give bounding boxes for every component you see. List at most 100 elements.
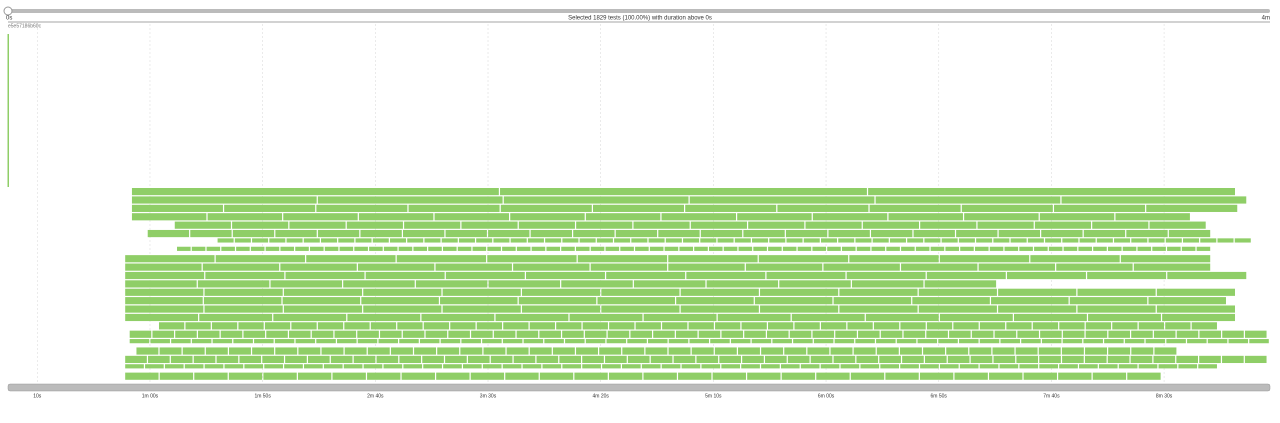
test-bar bbox=[856, 355, 879, 364]
test-bar bbox=[871, 246, 886, 251]
test-bar bbox=[946, 347, 969, 355]
test-bar bbox=[665, 238, 682, 243]
test-bar bbox=[234, 238, 251, 243]
test-bar bbox=[131, 213, 207, 221]
test-bar bbox=[1126, 229, 1168, 238]
test-bar bbox=[1199, 330, 1222, 338]
test-bar bbox=[365, 271, 445, 280]
test-bar bbox=[609, 322, 635, 330]
test-bar bbox=[522, 364, 542, 369]
test-bar bbox=[291, 322, 317, 330]
test-bar bbox=[772, 339, 792, 344]
test-bar bbox=[918, 288, 997, 296]
test-bar bbox=[691, 347, 714, 355]
test-bar bbox=[668, 339, 689, 344]
test-bar bbox=[397, 322, 423, 330]
test-bar bbox=[355, 238, 372, 243]
test-bar bbox=[285, 271, 365, 280]
test-bar bbox=[129, 339, 150, 344]
test-bar bbox=[1149, 221, 1206, 229]
test-bar bbox=[805, 221, 862, 229]
test-bar bbox=[939, 255, 1030, 263]
test-bar bbox=[285, 355, 307, 364]
test-bar bbox=[615, 229, 658, 238]
test-bar bbox=[1234, 238, 1251, 243]
test-bar bbox=[513, 355, 536, 364]
test-bar bbox=[1063, 246, 1078, 251]
test-bar bbox=[185, 322, 211, 330]
test-bar bbox=[734, 238, 751, 243]
test-bar bbox=[403, 229, 445, 238]
test-bar bbox=[1114, 238, 1131, 243]
test-bar bbox=[463, 364, 482, 369]
test-bar bbox=[633, 221, 690, 229]
test-bar bbox=[858, 330, 880, 338]
test-bar bbox=[421, 313, 495, 322]
test-bar bbox=[737, 213, 812, 221]
test-bar bbox=[606, 271, 686, 280]
test-bar bbox=[445, 229, 487, 238]
test-bar bbox=[1181, 246, 1196, 251]
test-bar bbox=[530, 229, 572, 238]
test-bar bbox=[1041, 229, 1083, 238]
test-bar bbox=[502, 339, 523, 344]
test-bar bbox=[978, 263, 1056, 271]
test-bar bbox=[437, 347, 460, 355]
range-slider[interactable] bbox=[8, 9, 1270, 13]
test-bar bbox=[849, 255, 939, 263]
test-bar bbox=[467, 355, 490, 364]
test-bar bbox=[835, 330, 857, 338]
test-bar bbox=[839, 288, 918, 296]
test-bar bbox=[926, 330, 948, 338]
test-bar bbox=[872, 238, 889, 243]
test-bar bbox=[601, 305, 680, 313]
test-bar bbox=[1013, 313, 1087, 322]
test-bar bbox=[304, 364, 323, 369]
test-bar bbox=[505, 372, 539, 380]
test-bar bbox=[354, 246, 368, 251]
test-bar bbox=[332, 372, 366, 380]
test-bar bbox=[949, 330, 971, 338]
test-bar bbox=[958, 238, 975, 243]
test-bar bbox=[1166, 339, 1186, 344]
test-bar bbox=[358, 213, 434, 221]
test-bar bbox=[954, 372, 988, 380]
test-bar bbox=[295, 246, 309, 251]
scrollbar[interactable] bbox=[7, 383, 1271, 392]
test-bar bbox=[303, 238, 320, 243]
test-bar bbox=[323, 364, 343, 369]
test-bar bbox=[380, 330, 402, 338]
test-bar bbox=[689, 339, 710, 344]
test-bar bbox=[252, 347, 275, 355]
test-bar bbox=[960, 246, 974, 251]
test-bar bbox=[525, 271, 605, 280]
test-bar bbox=[527, 238, 544, 243]
test-bar bbox=[252, 238, 269, 243]
test-bar bbox=[236, 246, 250, 251]
test-bar bbox=[855, 238, 872, 243]
test-bar bbox=[924, 355, 947, 364]
test-bar bbox=[993, 238, 1010, 243]
test-bar bbox=[1004, 246, 1019, 251]
test-bar bbox=[204, 305, 283, 313]
test-bar bbox=[510, 238, 527, 243]
test-bar bbox=[779, 280, 851, 288]
test-bar bbox=[812, 246, 827, 251]
slider-handle[interactable] bbox=[3, 6, 13, 16]
test-bar bbox=[487, 255, 577, 263]
test-bar bbox=[415, 280, 488, 288]
test-bar bbox=[125, 255, 215, 263]
test-bar bbox=[1137, 246, 1152, 251]
test-bar bbox=[601, 288, 680, 296]
test-bar bbox=[131, 188, 499, 196]
test-bar bbox=[681, 364, 701, 369]
test-bar bbox=[868, 188, 1235, 196]
test-bar bbox=[1191, 322, 1217, 330]
test-bar bbox=[622, 347, 645, 355]
test-bar bbox=[378, 339, 399, 344]
test-bar bbox=[979, 364, 999, 369]
test-bar bbox=[833, 297, 912, 305]
test-bar bbox=[561, 246, 575, 251]
test-bar bbox=[488, 229, 530, 238]
